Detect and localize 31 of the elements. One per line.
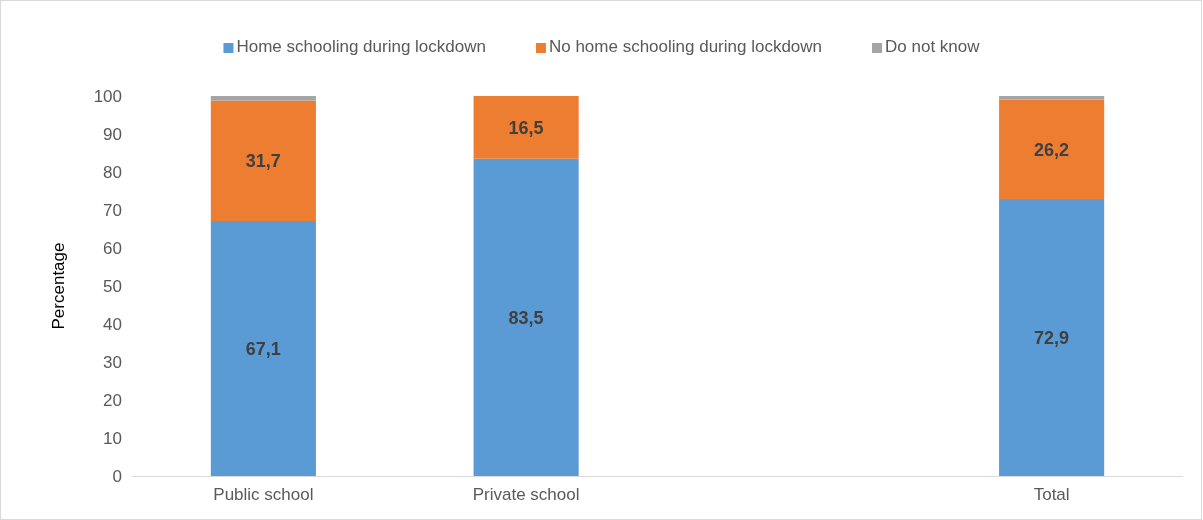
y-tick-label: 90 <box>103 124 122 144</box>
bar <box>999 99 1105 199</box>
data-label: 26,2 <box>1034 139 1070 160</box>
legend-label: Home schooling during lockdown <box>236 37 486 56</box>
data-label: 16,5 <box>508 117 544 138</box>
legend-label: Do not know <box>885 37 981 56</box>
x-tick-label: Public school <box>213 485 314 505</box>
y-tick-label: 10 <box>103 428 122 448</box>
bar <box>210 96 316 101</box>
y-tick-label: 70 <box>103 200 122 220</box>
x-tick-label: Private school <box>472 485 580 505</box>
data-label: 31,7 <box>245 151 281 172</box>
y-tick-label: 40 <box>103 314 122 334</box>
y-tick-label: 80 <box>103 162 122 182</box>
y-tick-label: 20 <box>103 390 122 410</box>
y-axis-title: Percentage <box>49 242 68 330</box>
bar <box>999 198 1105 476</box>
legend-label: No home schooling during lockdown <box>548 37 823 56</box>
bar <box>473 158 579 476</box>
y-tick-label: 0 <box>112 466 122 486</box>
bar <box>210 221 316 476</box>
bar <box>473 96 579 159</box>
y-tick-label: 30 <box>103 352 122 372</box>
y-tick-label: 50 <box>103 276 122 296</box>
data-label: 72,9 <box>1034 327 1070 348</box>
data-label: 83,5 <box>508 307 544 328</box>
data-label: 67,1 <box>245 338 281 359</box>
x-tick-label: Total <box>1033 485 1070 505</box>
y-tick-label: 60 <box>103 238 122 258</box>
y-tick-label: 100 <box>93 86 122 106</box>
bar <box>210 100 316 222</box>
